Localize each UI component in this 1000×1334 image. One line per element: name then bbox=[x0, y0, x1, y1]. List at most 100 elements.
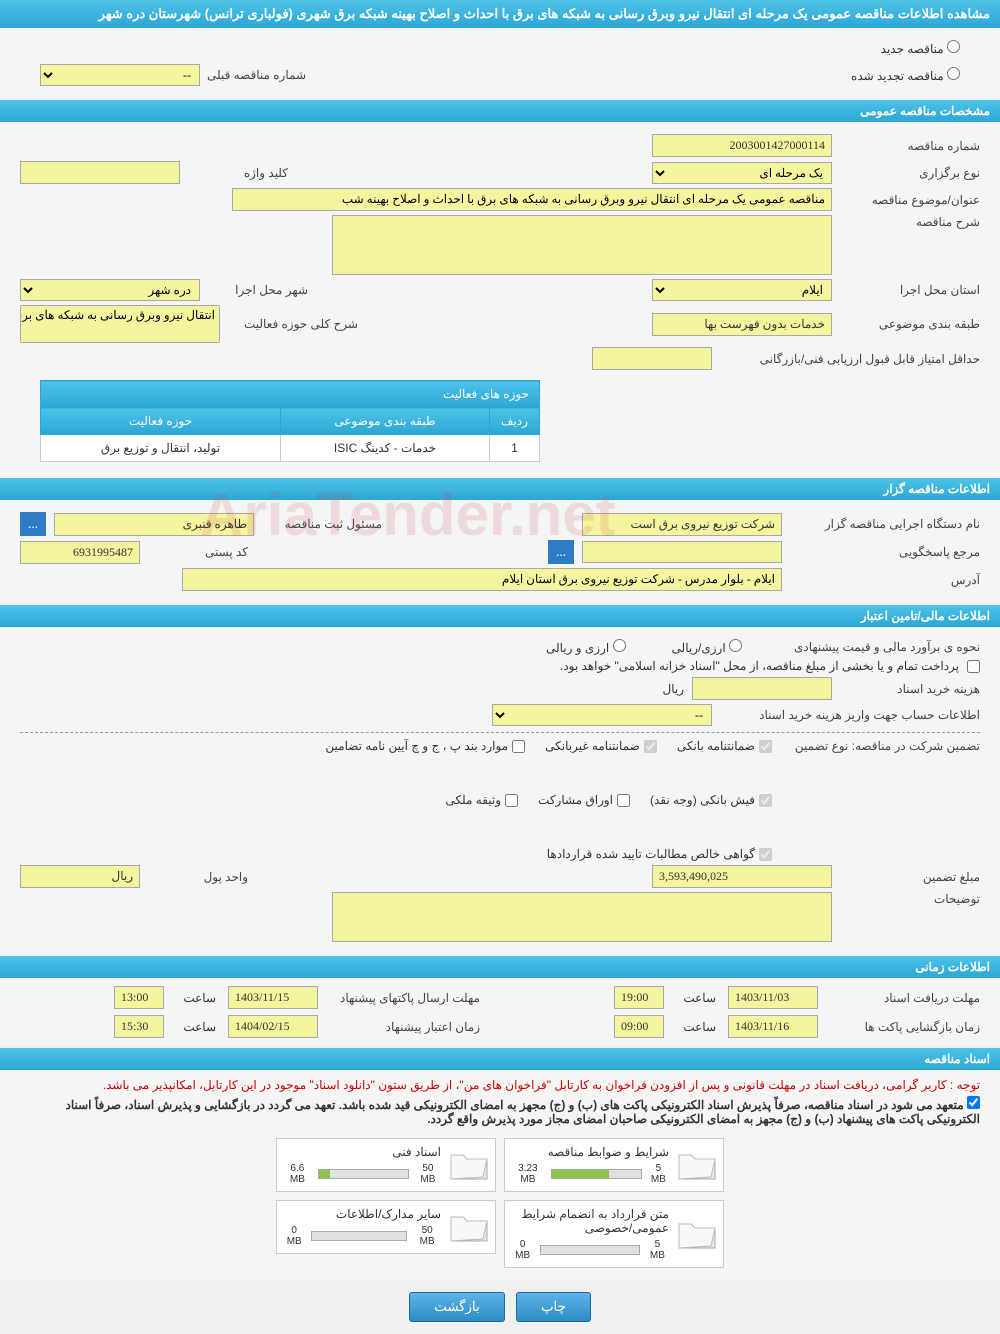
account-info-select[interactable]: -- bbox=[492, 704, 712, 726]
category-label: طبقه بندی موضوعی bbox=[840, 317, 980, 331]
chk-bonds[interactable]: اوراق مشارکت bbox=[538, 793, 630, 807]
col-scope: حوزه فعالیت bbox=[41, 408, 281, 435]
contact-field bbox=[582, 541, 782, 563]
cell-category: خدمات - کدینگ ISIC bbox=[280, 435, 489, 462]
file-progress bbox=[318, 1169, 409, 1179]
receive-time: 19:00 bbox=[614, 986, 664, 1009]
title-input[interactable] bbox=[232, 188, 832, 211]
address-label: آدرس bbox=[790, 573, 980, 587]
back-button[interactable]: بازگشت bbox=[409, 1292, 505, 1322]
guarantee-label: تضمین شرکت در مناقصه: نوع تضمین bbox=[780, 739, 980, 753]
radio-renewed-input[interactable] bbox=[947, 67, 960, 80]
commitment-checkbox[interactable] bbox=[967, 1096, 980, 1109]
chk-cash[interactable]: فیش بانکی (وجه نقد) bbox=[650, 793, 772, 807]
min-score-input[interactable] bbox=[592, 347, 712, 370]
currency-unit-field: ریال bbox=[20, 865, 140, 888]
print-button[interactable]: چاپ bbox=[516, 1292, 591, 1322]
section-documents: اسناد مناقصه bbox=[0, 1048, 1000, 1070]
file-progress bbox=[540, 1245, 640, 1255]
organizer-area: نام دستگاه اجرایی مناقصه گزار شرکت توزیع… bbox=[0, 500, 1000, 603]
file-progress bbox=[551, 1169, 642, 1179]
file-title: اسناد فنی bbox=[283, 1145, 441, 1159]
documents-area: توجه : کاربر گرامی، دریافت اسناد در مهلت… bbox=[0, 1070, 1000, 1280]
file-box[interactable]: سایر مدارک/اطلاعات50 MB0 MB bbox=[276, 1200, 496, 1254]
file-used: 0 MB bbox=[283, 1225, 305, 1247]
holding-type-select[interactable]: یک مرحله ای bbox=[652, 162, 832, 184]
file-max: 5 MB bbox=[646, 1239, 669, 1261]
file-max: 50 MB bbox=[415, 1163, 441, 1185]
section-financial: اطلاعات مالی/تامین اعتبار bbox=[0, 605, 1000, 627]
address-input[interactable] bbox=[182, 568, 782, 591]
prev-number-label: شماره مناقصه قبلی bbox=[206, 68, 306, 82]
tender-number-label: شماره مناقصه bbox=[840, 139, 980, 153]
currency-radio2[interactable]: ارزی و ریالی bbox=[546, 639, 626, 655]
chk-certificate[interactable]: گواهی خالص مطالبات تایید شده قراردادها bbox=[547, 847, 772, 861]
cell-scope: تولید، انتقال و توزیع برق bbox=[41, 435, 281, 462]
file-box[interactable]: اسناد فنی 50 MB 6.6 MB bbox=[276, 1138, 496, 1192]
city-select[interactable]: دره شهر bbox=[20, 279, 200, 301]
chk-bank[interactable]: ضمانتنامه بانکی bbox=[677, 739, 772, 753]
tender-number-field: 2003001427000114 bbox=[652, 134, 832, 157]
validity-label: زمان اعتبار پیشنهاد bbox=[330, 1020, 480, 1034]
guarantee-amount-field: 3,593,490,025 bbox=[652, 865, 832, 888]
currency-unit-label: واحد پول bbox=[148, 870, 248, 884]
validity-time: 15:30 bbox=[114, 1015, 164, 1038]
radio-renewed-tender[interactable]: مناقصه تجدید شده bbox=[851, 67, 960, 83]
notes-textarea[interactable] bbox=[332, 892, 832, 942]
section-timing: اطلاعات زمانی bbox=[0, 956, 1000, 978]
section-general: مشخصات مناقصه عمومی bbox=[0, 100, 1000, 122]
timing-area: مهلت دریافت اسناد 1403/11/03 ساعت 19:00 … bbox=[0, 978, 1000, 1046]
table-row: 1 خدمات - کدینگ ISIC تولید، انتقال و توز… bbox=[41, 435, 540, 462]
folder-icon bbox=[449, 1211, 489, 1243]
executor-field: شرکت توزیع نیروی برق است bbox=[582, 513, 782, 536]
province-select[interactable]: ایلام bbox=[652, 279, 832, 301]
receive-deadline-label: مهلت دریافت اسناد bbox=[830, 991, 980, 1005]
financial-area: نحوه ی برآورد مالی و قیمت پیشنهادی ارزی/… bbox=[0, 627, 1000, 954]
file-used: 6.6 MB bbox=[283, 1163, 312, 1185]
treasury-note: پرداخت تمام و یا بخشی از مبلغ مناقصه، از… bbox=[560, 659, 959, 673]
col-category: طبقه بندی موضوعی bbox=[280, 408, 489, 435]
registrar-dots-button[interactable]: ... bbox=[20, 512, 46, 536]
estimate-label: نحوه ی برآورد مالی و قیمت پیشنهادی bbox=[750, 640, 980, 654]
prev-number-select[interactable]: -- bbox=[40, 64, 200, 86]
description-textarea[interactable] bbox=[332, 215, 832, 275]
radio-new-tender[interactable]: مناقصه جدید bbox=[881, 42, 960, 56]
purchase-cost-input[interactable] bbox=[692, 677, 832, 700]
radio-new-input[interactable] bbox=[947, 40, 960, 53]
activity-scope-select[interactable]: انتقال نیرو وبرق رسانی به شبکه های برق ب… bbox=[20, 305, 220, 343]
file-box[interactable]: متن قرارداد به انضمام شرایط عمومی/خصوصی 5… bbox=[504, 1200, 724, 1268]
proposal-date: 1403/11/15 bbox=[228, 986, 318, 1009]
file-title: متن قرارداد به انضمام شرایط عمومی/خصوصی bbox=[511, 1207, 669, 1235]
folder-icon bbox=[449, 1149, 489, 1181]
chk-nonbank[interactable]: ضمانتنامه غیربانکی bbox=[545, 739, 657, 753]
section-organizer: اطلاعات مناقصه گزار bbox=[0, 478, 1000, 500]
category-field: خدمات بدون فهرست بها bbox=[652, 313, 832, 336]
chk-property[interactable]: وثیقه ملکی bbox=[445, 793, 518, 807]
activity-table: حوزه های فعالیت ردیف طبقه بندی موضوعی حو… bbox=[40, 380, 540, 462]
time-label-2: ساعت bbox=[176, 991, 216, 1005]
tender-type-area: مناقصه جدید مناقصه تجدید شده شماره مناقص… bbox=[0, 28, 1000, 98]
file-used: 0 MB bbox=[511, 1239, 534, 1261]
file-progress bbox=[311, 1231, 407, 1241]
time-label-3: ساعت bbox=[676, 1020, 716, 1034]
folder-icon bbox=[677, 1218, 717, 1250]
file-title: سایر مدارک/اطلاعات bbox=[283, 1207, 441, 1221]
page-title-bar: مشاهده اطلاعات مناقصه عمومی یک مرحله ای … bbox=[0, 0, 1000, 28]
executor-label: نام دستگاه اجرایی مناقصه گزار bbox=[790, 517, 980, 531]
proposal-time: 13:00 bbox=[114, 986, 164, 1009]
file-box[interactable]: شرایط و ضوابط مناقصه5 MB3.23 MB bbox=[504, 1138, 724, 1192]
files-container: شرایط و ضوابط مناقصه5 MB3.23 MBاسناد فنی… bbox=[20, 1134, 980, 1272]
radio-renewed-label: مناقصه تجدید شده bbox=[851, 69, 944, 83]
folder-icon bbox=[677, 1149, 717, 1181]
currency-radio1[interactable]: ارزی/ریالی bbox=[672, 639, 742, 655]
province-label: استان محل اجرا bbox=[840, 283, 980, 297]
validity-date: 1404/02/15 bbox=[228, 1015, 318, 1038]
chk-clauses[interactable]: موارد بند پ ، ج و چ آیین نامه تضامین bbox=[325, 739, 525, 753]
description-label: شرح مناقصه bbox=[840, 215, 980, 229]
treasury-checkbox[interactable] bbox=[967, 660, 980, 673]
keyword-input[interactable] bbox=[20, 161, 180, 184]
cell-num: 1 bbox=[490, 435, 540, 462]
contact-dots-button[interactable]: ... bbox=[548, 540, 574, 564]
col-row: ردیف bbox=[490, 408, 540, 435]
file-max: 5 MB bbox=[648, 1163, 669, 1185]
